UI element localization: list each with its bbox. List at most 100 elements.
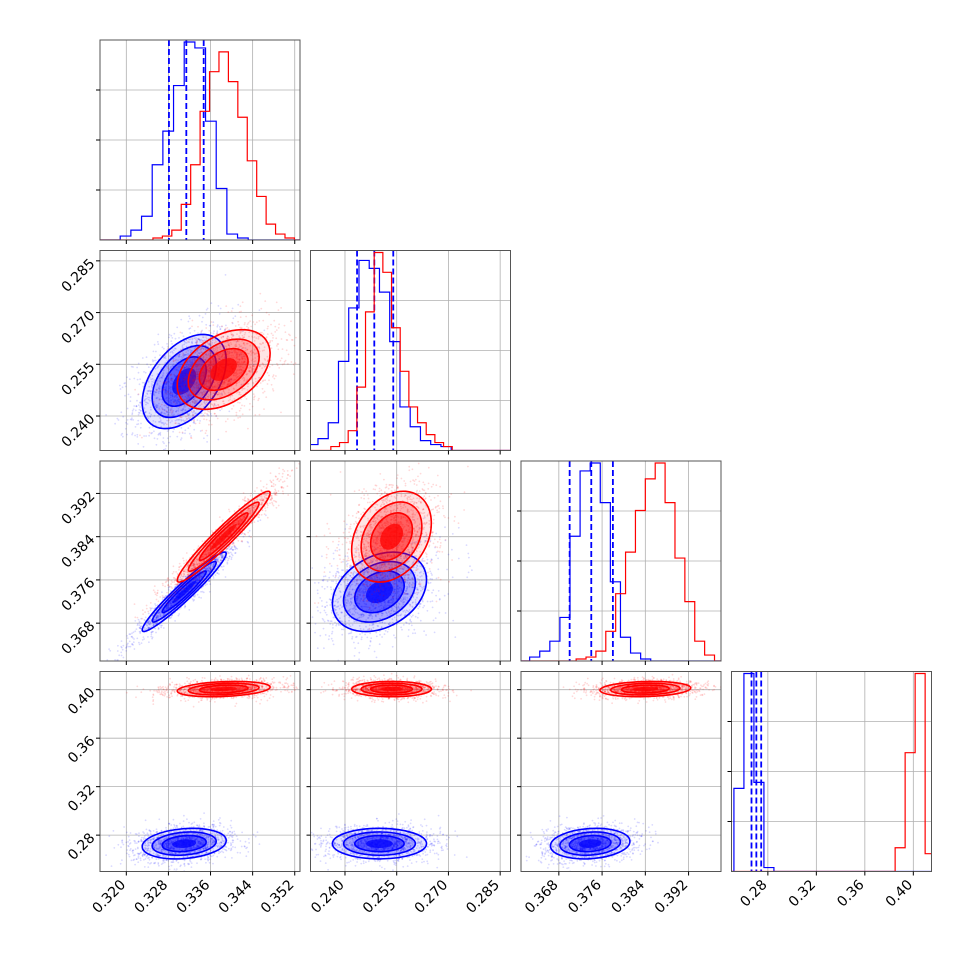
scatter-point	[164, 391, 167, 394]
scatter-point	[206, 370, 209, 373]
scatter-point	[130, 418, 133, 421]
scatter-point	[207, 570, 209, 572]
scatter-point	[138, 621, 141, 624]
scatter-point	[189, 317, 191, 320]
scatter-point	[214, 357, 217, 360]
histogram-series-2	[100, 51, 300, 240]
scatter-point	[278, 480, 281, 483]
scatter-point	[186, 389, 188, 392]
scatter-point	[215, 386, 218, 389]
scatter-point	[147, 621, 149, 624]
scatter-point	[170, 605, 173, 608]
scatter-point	[183, 384, 186, 386]
scatter-point	[179, 391, 182, 394]
scatter-point	[147, 622, 149, 624]
density-contour	[161, 570, 208, 614]
scatter-point	[172, 603, 175, 606]
scatter-point	[211, 530, 213, 532]
scatter-point	[208, 374, 211, 377]
grid	[310, 250, 511, 451]
scatter-point	[142, 636, 145, 638]
scatter-point	[179, 416, 182, 418]
scatter-point	[166, 377, 169, 379]
scatter-point	[196, 353, 199, 356]
scatter-point	[174, 598, 177, 601]
scatter-point	[256, 333, 258, 336]
scatter-point	[226, 547, 229, 550]
scatter-point	[236, 340, 239, 342]
scatter-point	[189, 395, 192, 398]
scatter-point	[242, 370, 245, 372]
scatter-point	[237, 361, 239, 364]
scatter-point	[161, 591, 163, 594]
scatter-point	[246, 389, 249, 391]
scatter-point	[223, 329, 226, 332]
scatter-point	[173, 374, 176, 377]
scatter-point	[227, 391, 230, 394]
scatter-point	[227, 311, 230, 313]
scatter-point	[148, 412, 151, 415]
scatter-point	[172, 400, 175, 402]
scatter-point	[260, 503, 263, 506]
scatter-point	[160, 376, 163, 379]
scatter-point	[201, 361, 204, 363]
scatter-point	[259, 335, 262, 337]
scatter-point	[275, 494, 278, 496]
scatter-point	[224, 327, 227, 330]
scatter-point	[202, 414, 205, 417]
scatter-point	[260, 489, 263, 491]
scatter-point	[227, 379, 230, 382]
scatter-point	[236, 333, 238, 336]
scatter-point	[218, 357, 221, 360]
scatter-point	[177, 410, 180, 412]
scatter-point	[169, 392, 172, 395]
scatter-point	[158, 398, 161, 400]
scatter-point	[205, 553, 208, 556]
scatter-point	[269, 498, 272, 501]
scatter-point	[174, 347, 177, 350]
scatter-point	[268, 313, 270, 316]
scatter-point	[208, 329, 211, 332]
density-contour	[141, 551, 228, 633]
scatter-point	[236, 358, 239, 360]
scatter-point	[189, 365, 192, 368]
scatter-point	[157, 343, 160, 346]
scatter-point	[160, 411, 163, 413]
scatter-point	[147, 390, 150, 392]
scatter-point	[139, 410, 142, 412]
scatter-point	[174, 577, 177, 580]
scatter-point	[201, 556, 204, 558]
scatter-point	[214, 392, 217, 395]
scatter-point	[191, 384, 193, 386]
scatter-point	[215, 558, 218, 561]
scatter-point	[187, 575, 189, 578]
scatter-point	[160, 615, 162, 617]
scatter-point	[188, 413, 190, 416]
scatter-point	[217, 358, 220, 361]
scatter-point	[138, 408, 141, 411]
scatter-point	[122, 644, 125, 647]
scatter-point	[201, 347, 203, 349]
scatter-point	[259, 480, 262, 482]
density-series-1	[141, 551, 228, 633]
scatter-point	[232, 405, 235, 407]
scatter-point	[114, 422, 116, 425]
scatter-point	[206, 566, 208, 569]
scatter-point	[152, 589, 155, 592]
scatter-point	[225, 352, 228, 354]
scatter-point	[188, 341, 191, 344]
scatter-point	[193, 402, 196, 405]
scatter-point	[230, 333, 233, 336]
scatter-point	[235, 350, 237, 352]
scatter-point	[192, 401, 195, 404]
scatter-point	[165, 387, 167, 390]
scatter-point	[230, 379, 233, 381]
scatter-point	[144, 411, 146, 414]
scatter-point	[180, 392, 183, 395]
scatter-point	[132, 466, 134, 468]
scatter-point	[228, 356, 231, 359]
scatter-point	[239, 522, 242, 525]
scatter-point	[270, 496, 273, 499]
scatter-point	[186, 571, 189, 573]
scatter-point	[158, 385, 161, 388]
